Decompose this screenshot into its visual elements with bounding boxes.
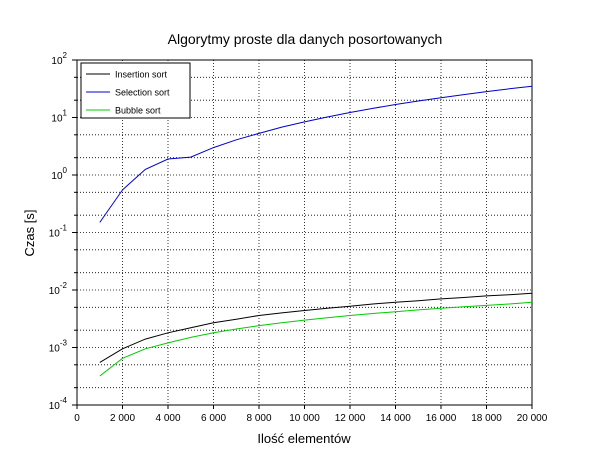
y-tick-base: 10: [49, 229, 61, 240]
y-tick-base: 10: [51, 56, 63, 67]
y-tick-base: 10: [49, 286, 61, 297]
series-line-selection-sort: [99, 85, 533, 223]
x-tick-label: 10 000: [289, 413, 320, 424]
y-tick-label: 10-2: [49, 281, 68, 297]
y-tick-label: 10-3: [49, 339, 68, 355]
series-lines: [99, 85, 533, 377]
x-tick-label: 20 000: [517, 413, 548, 424]
x-tick-label: 14 000: [380, 413, 411, 424]
y-axis-label: Czas [s]: [22, 210, 37, 257]
y-tick-base: 10: [49, 344, 61, 355]
x-tick-labels: 0 2 000 4 000 6 000 8 000 10 000 12 000 14 000 1…: [74, 413, 548, 424]
y-tick-label: 100: [51, 166, 67, 182]
legend: Insertion sort Selection sort Bubble sort: [80, 62, 191, 119]
y-tick-exponent: -1: [60, 224, 68, 233]
y-tick-exponent: -3: [60, 339, 68, 348]
legend-box: [80, 62, 191, 119]
x-tick-label: 18 000: [471, 413, 502, 424]
y-tick-base: 10: [51, 171, 63, 182]
y-tick-exponent: 1: [63, 109, 68, 118]
y-tick-exponent: -2: [60, 281, 68, 290]
y-tick-label: 10-4: [49, 396, 68, 412]
y-tick-base: 10: [49, 401, 61, 412]
series-line-insertion-sort: [99, 292, 533, 363]
chart-title: Algorytmy proste dla danych posortowanyc…: [168, 31, 443, 47]
y-tick-base: 10: [51, 114, 63, 125]
y-tick-exponent: 2: [63, 51, 68, 60]
legend-label: Bubble sort: [115, 106, 161, 116]
legend-label: Insertion sort: [115, 70, 168, 80]
x-tick-label: 0: [74, 413, 80, 424]
axis-ticks: [72, 59, 533, 409]
y-tick-label: 101: [51, 109, 67, 125]
x-tick-label: 12 000: [335, 413, 366, 424]
x-tick-label: 6 000: [201, 413, 226, 424]
x-tick-label: 4 000: [155, 413, 180, 424]
x-tick-label: 16 000: [426, 413, 457, 424]
y-tick-exponent: 0: [63, 166, 68, 175]
series-line-bubble-sort: [99, 301, 533, 377]
y-tick-label: 102: [51, 51, 67, 67]
x-axis-label: Ilość elementów: [257, 431, 351, 446]
x-tick-label: 8 000: [246, 413, 271, 424]
x-tick-label: 2 000: [110, 413, 135, 424]
y-tick-label: 10-1: [49, 224, 68, 240]
legend-label: Selection sort: [115, 88, 170, 98]
y-tick-exponent: -4: [60, 396, 68, 405]
